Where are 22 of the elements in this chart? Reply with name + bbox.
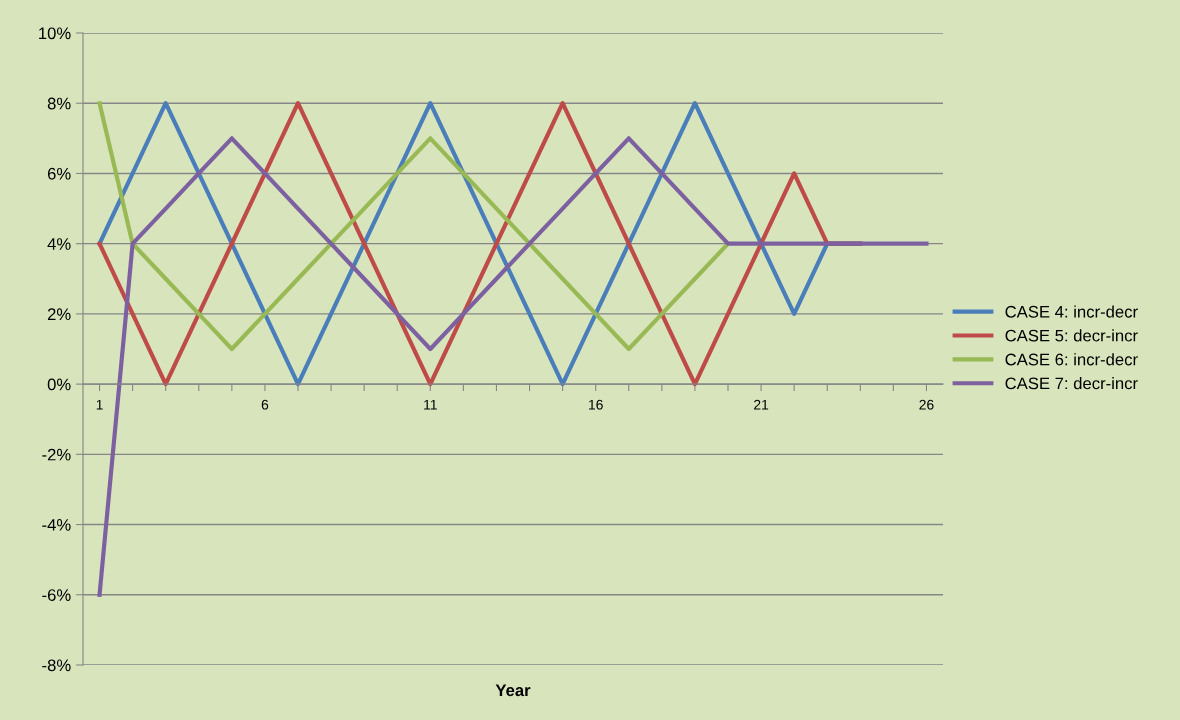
x-tick-label: 11 [424,399,437,410]
legend-label: CASE 7: decr-incr [1005,377,1138,390]
y-tick-label: 10% [39,27,71,40]
x-tick-label: 6 [261,399,269,410]
x-axis-title: Year [495,684,531,697]
line-series [97,101,731,352]
legend-label: CASE 4: incr-decr [1005,305,1138,318]
y-tick-label: -6% [42,589,71,601]
x-tick-label: 16 [589,399,603,410]
legend-label: CASE 6: incr-decr [1005,353,1138,366]
y-tick-label: 6% [47,167,71,180]
y-tick-label: 8% [47,97,71,110]
y-tick-label: 4% [47,238,71,250]
y-tick-label: -8% [42,659,71,672]
y-tick-label: -4% [42,519,71,531]
x-tick-label: 21 [754,399,769,410]
y-tick-label: 2% [47,308,71,321]
legend-label: CASE 5: decr-incr [1005,329,1138,342]
x-tick-label: 1 [96,399,103,410]
y-tick-label: -2% [42,448,71,461]
y-tick-label: 0% [47,378,71,391]
x-tick-label: 26 [919,399,934,410]
